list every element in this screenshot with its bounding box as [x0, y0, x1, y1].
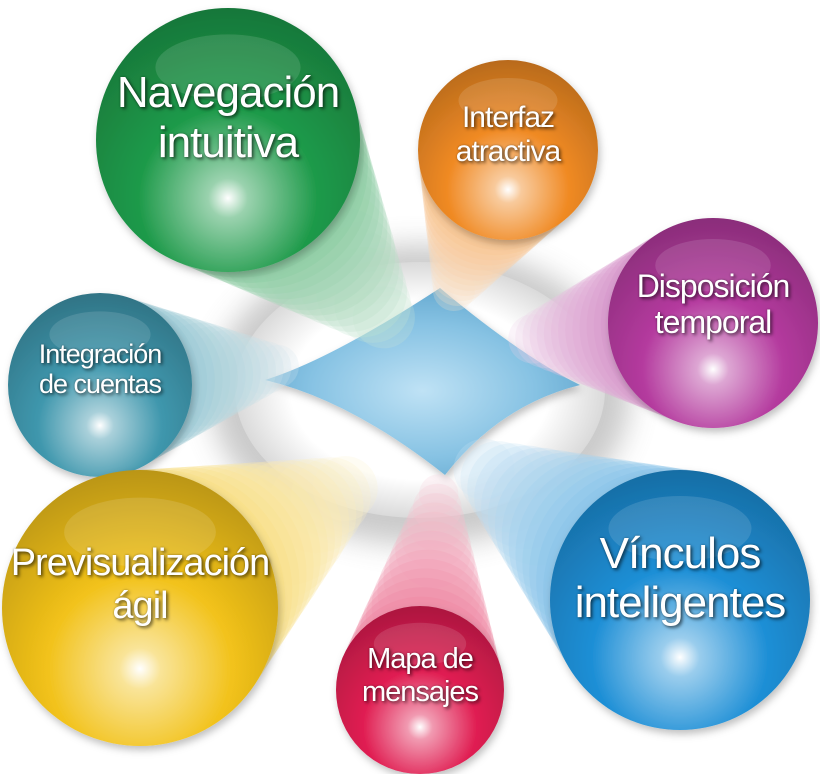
- bubble-integracion: [8, 293, 192, 477]
- label-disposicion: Disposición temporal: [608, 258, 818, 353]
- bubble-navegacion: [96, 8, 360, 272]
- tail-segment: [431, 254, 484, 306]
- bubble-mapa: [336, 606, 504, 774]
- tail-segment: [453, 438, 515, 500]
- label-previsualizacion: Previsualización ágil: [2, 522, 278, 646]
- bubble-circle: [2, 470, 278, 746]
- tail-segment: [522, 300, 595, 373]
- bubble-circle: [608, 218, 818, 428]
- tail-segment: [312, 456, 378, 521]
- tail-segment: [460, 441, 536, 517]
- center-diamond: [265, 288, 580, 475]
- tail-segment: [419, 474, 459, 514]
- feature-bubbles: [2, 8, 818, 774]
- label-line: temporal: [654, 304, 772, 341]
- bubble-gloss: [458, 78, 558, 123]
- label-line: atractiva: [455, 134, 561, 168]
- bubble-gloss: [64, 497, 216, 567]
- tail-segment: [508, 314, 558, 364]
- tail-segment: [268, 458, 364, 554]
- label-line: Integración: [38, 339, 163, 370]
- tail-segment: [220, 337, 284, 401]
- bubble-gloss: [49, 311, 151, 358]
- tail-segment: [389, 521, 475, 607]
- tail-segment: [383, 530, 479, 626]
- tail-segment: [334, 266, 411, 343]
- tail-segment: [297, 226, 404, 332]
- label-line: Vínculos: [599, 528, 762, 578]
- label-line: mensajes: [361, 675, 479, 708]
- tail-segment: [246, 459, 357, 570]
- tail-segment: [238, 341, 292, 395]
- bubble-disposicion: [608, 218, 818, 428]
- label-line: inteligentes: [574, 577, 787, 627]
- label-line: de cuentas: [38, 369, 162, 400]
- label-line: Previsualización: [10, 541, 271, 584]
- label-line: Navegación: [116, 68, 340, 118]
- bubble-vinculos: [550, 470, 810, 730]
- label-navegacion: Navegación intuitiva: [96, 58, 360, 177]
- label-line: Disposición: [636, 268, 791, 305]
- bubble-circle: [550, 470, 810, 730]
- tail-segment: [467, 443, 557, 533]
- bubble-gloss: [655, 239, 771, 292]
- label-interfaz: Interfaz atractiva: [418, 94, 598, 175]
- tail-segment: [401, 502, 469, 570]
- tail-segment: [432, 268, 475, 312]
- bubble-circle: [336, 606, 504, 774]
- tail-segment: [429, 224, 502, 296]
- tail-segment: [536, 286, 632, 382]
- tail-segment: [529, 293, 614, 378]
- tail-segment: [407, 493, 465, 551]
- label-vinculos: Vínculos inteligentes: [550, 519, 810, 636]
- bubble-previsualizacion: [2, 470, 278, 746]
- tail-segment: [352, 286, 415, 349]
- label-mapa: Mapa de mensajes: [336, 638, 504, 714]
- label-line: ágil: [112, 584, 168, 627]
- bubble-gloss: [608, 496, 752, 561]
- tail-segment: [255, 344, 299, 388]
- tail-segment: [474, 445, 578, 550]
- tail-segment: [316, 246, 407, 338]
- label-integracion: Integración de cuentas: [8, 328, 192, 411]
- tail-segment: [395, 511, 472, 589]
- tail-segment: [430, 239, 493, 301]
- tail-segment: [413, 483, 462, 533]
- label-line: Interfaz: [461, 101, 555, 135]
- bubble-gloss: [155, 34, 301, 101]
- bubble-interfaz: [418, 60, 598, 240]
- tail-segment: [202, 333, 276, 407]
- label-line: Mapa de: [367, 643, 474, 676]
- bubble-circle: [8, 293, 192, 477]
- label-line: intuitiva: [157, 117, 299, 167]
- bubble-circle: [96, 8, 360, 272]
- tail-segment: [290, 457, 371, 537]
- bubble-circle: [418, 60, 598, 240]
- tail-segment: [185, 330, 269, 414]
- bubble-gloss: [373, 622, 467, 665]
- tail-segment: [515, 307, 577, 369]
